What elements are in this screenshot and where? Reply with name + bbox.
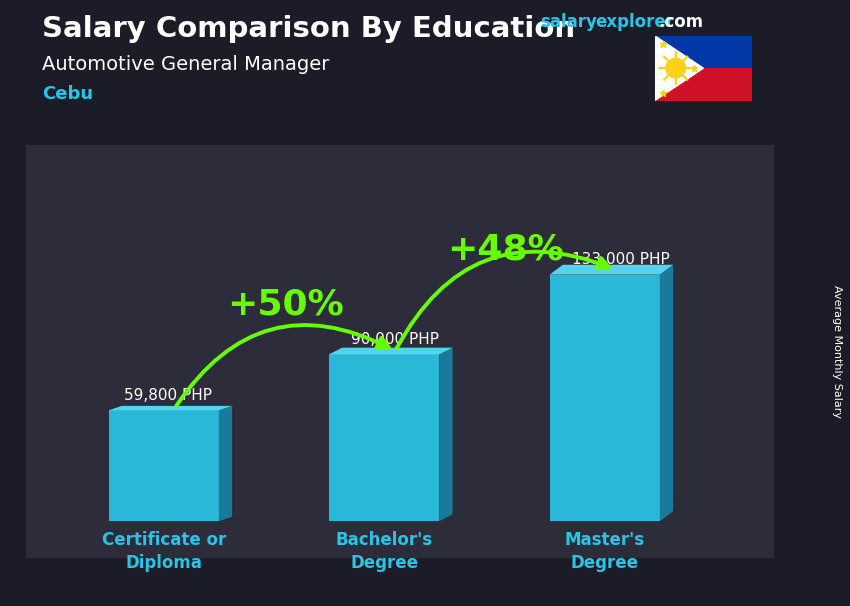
Text: 59,800 PHP: 59,800 PHP: [124, 388, 212, 403]
Polygon shape: [218, 406, 232, 521]
Polygon shape: [329, 348, 452, 355]
Polygon shape: [439, 348, 452, 521]
Text: explorer: explorer: [595, 13, 674, 32]
Bar: [654, 68, 752, 101]
Circle shape: [666, 58, 685, 78]
Text: Cebu: Cebu: [42, 85, 94, 103]
Bar: [329, 355, 439, 521]
Text: 90,000 PHP: 90,000 PHP: [351, 332, 439, 347]
Polygon shape: [654, 36, 703, 101]
Text: salary: salary: [540, 13, 597, 32]
Text: +50%: +50%: [227, 288, 343, 322]
Bar: [654, 36, 752, 68]
Polygon shape: [109, 406, 232, 410]
Text: Automotive General Manager: Automotive General Manager: [42, 55, 330, 73]
Text: Salary Comparison By Education: Salary Comparison By Education: [42, 15, 575, 43]
Text: +48%: +48%: [447, 232, 564, 266]
Polygon shape: [660, 265, 673, 521]
Text: 133,000 PHP: 133,000 PHP: [571, 252, 670, 267]
Text: Average Monthly Salary: Average Monthly Salary: [832, 285, 842, 418]
Text: .com: .com: [659, 13, 704, 32]
Bar: [550, 275, 660, 521]
Bar: [109, 410, 218, 521]
Polygon shape: [550, 265, 673, 275]
